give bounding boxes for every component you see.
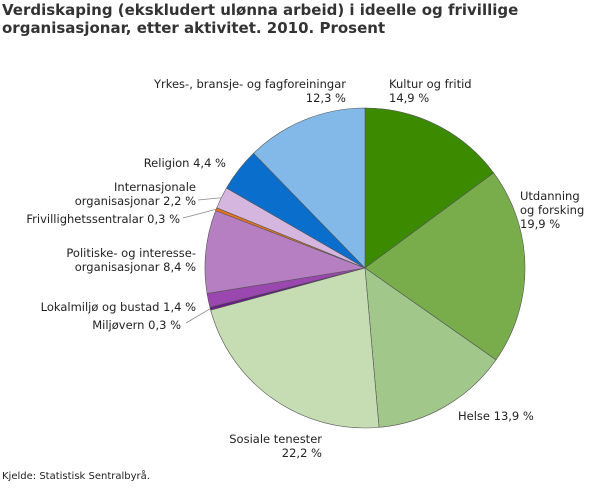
label-kultur: Kultur og fritid 14,9 % <box>389 77 472 105</box>
label-politiske: Politiske- og interesse-organisasjonar 8… <box>66 246 196 274</box>
label-religion: Religion 4,4 % <box>143 156 226 170</box>
pie-slice-10 <box>253 107 366 269</box>
label-helse: Helse 13,9 % <box>458 409 534 423</box>
label-internasjonale: Internasjonale organisasjonar 2,2 % <box>74 180 196 208</box>
label-yrkes: Yrkes-, bransje- og fagforeiningar 12,3 % <box>153 77 346 105</box>
pie-slice-2 <box>364 267 497 428</box>
source-note: Kjelde: Statistisk Sentralbyrå. <box>2 471 150 482</box>
pie-slice-3 <box>210 267 380 429</box>
label-lokalmiljo: Lokalmiljø og bustad 1,4 % <box>40 300 196 314</box>
leader-line-4 <box>185 308 211 324</box>
leader-line-8 <box>197 197 222 201</box>
chart-title: Verdiskaping (ekskludert ulønna arbeid) … <box>2 1 519 37</box>
label-miljovern: Miljøvern 0,3 % <box>92 318 181 332</box>
pie-slice-0 <box>364 107 495 269</box>
label-frivillighetssentralar: Frivillighetssentralar 0,3 % <box>26 212 180 226</box>
label-sosiale: Sosiale tenester 22,2 % <box>229 432 322 460</box>
leader-line-7 <box>182 208 217 219</box>
pie-slice-1 <box>364 172 526 361</box>
label-utdanning: Utdanning og forsking 19,9 % <box>520 189 585 231</box>
